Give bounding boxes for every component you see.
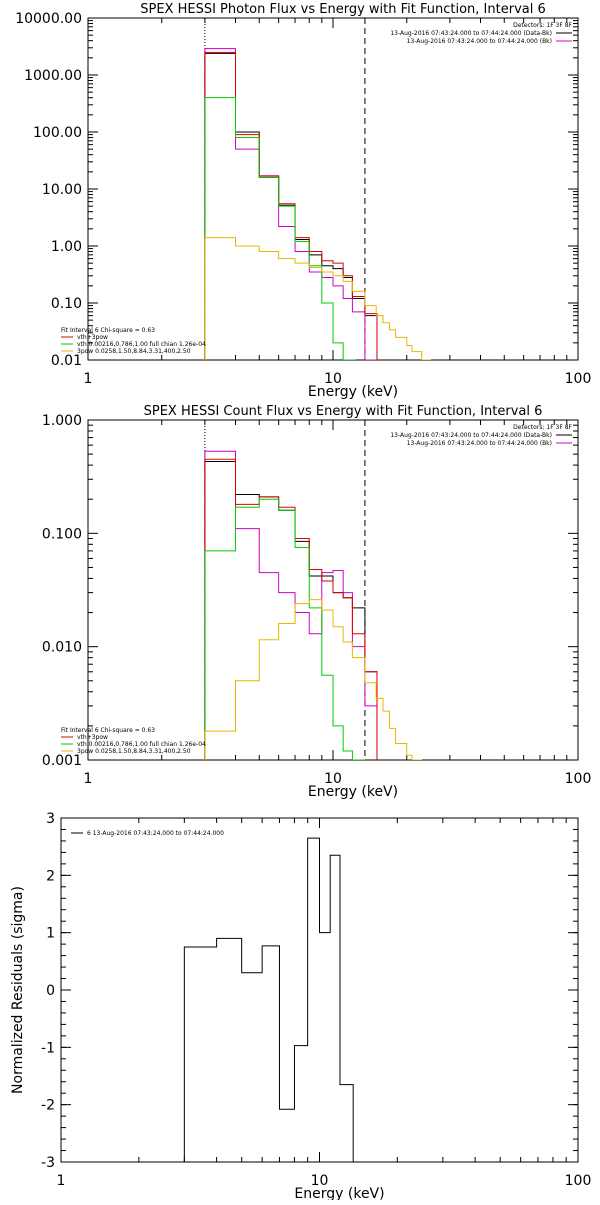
x-tick-label: 10 bbox=[311, 1173, 329, 1189]
x-axis-title: Energy (keV) bbox=[294, 1186, 384, 1200]
legend-entry: 13-Aug-2016 07:43:24.000 to 07:44:24.000… bbox=[407, 440, 552, 447]
y-tick-label: 0.010 bbox=[42, 640, 82, 656]
x-axis-title: Energy (keV) bbox=[308, 384, 398, 400]
series-data-bk bbox=[204, 52, 378, 360]
legend-entry: vth 0.00216,0.786,1.00 full chian 1.26e-… bbox=[77, 341, 206, 348]
x-tick-label: 100 bbox=[565, 771, 592, 787]
y-axis-title: Normalized Residuals (sigma) bbox=[10, 886, 26, 1094]
series-3pow bbox=[204, 237, 431, 360]
panel-residuals: 1 10 100 -3 -2 -1 0 1 2 3 Energy (keV) Normalized R… bbox=[10, 811, 592, 1202]
legend-entry: 6 13-Aug-2016 07:43:24.000 to 07:44:24.0… bbox=[87, 830, 224, 837]
x-tick-label: 10 bbox=[324, 771, 342, 787]
y-tick-label: 100.00 bbox=[33, 125, 82, 141]
y-tick-label: -1 bbox=[41, 1040, 55, 1056]
series-data-bk bbox=[204, 461, 378, 760]
x-tick-label: 100 bbox=[565, 371, 592, 387]
y-tick-label: 0 bbox=[46, 983, 55, 999]
y-tick-label: -3 bbox=[41, 1155, 55, 1171]
y-tick-label: 1.00 bbox=[51, 239, 82, 255]
legend-entry: 13-Aug-2016 07:43:24.000 to 07:44:24.000… bbox=[390, 30, 552, 37]
y-tick-label: 0.001 bbox=[42, 753, 82, 769]
series-bk bbox=[204, 48, 378, 360]
y-tick-label: 1.000 bbox=[42, 413, 82, 429]
y-tick-label: 10000.00 bbox=[15, 11, 82, 27]
y-tick-label: 1 bbox=[46, 926, 55, 942]
y-tick-label: 0.100 bbox=[42, 526, 82, 542]
series-bk bbox=[204, 450, 378, 760]
y-tick-label: 1000.00 bbox=[24, 68, 82, 84]
y-tick-label: 3 bbox=[46, 811, 55, 827]
y-tick-label: 10.00 bbox=[42, 182, 82, 198]
x-tick-label: 1 bbox=[57, 1173, 66, 1189]
series-group bbox=[204, 48, 431, 360]
y-tick-label: 0.10 bbox=[51, 296, 82, 312]
legend-fit-header: Fit Interval 6 Chi-square = 0.63 bbox=[61, 727, 155, 734]
panel-photon: 1 10 100 0.01 0.10 1.00 10.00 100.00 1000.00 1000… bbox=[15, 2, 591, 400]
legend-entry: 13-Aug-2016 07:43:24.000 to 07:44:24.000… bbox=[407, 38, 552, 45]
x-tick-label: 1 bbox=[84, 371, 93, 387]
series-vth bbox=[204, 97, 356, 360]
legend-detectors: Detectors: 1F 3F 8F bbox=[513, 424, 572, 431]
legend-detectors: Detectors: 1F 3F 8F bbox=[513, 22, 572, 29]
legend-entry: 13-Aug-2016 07:43:24.000 to 07:44:24.000… bbox=[390, 432, 552, 439]
legend-entry: vth+3pow bbox=[77, 734, 108, 741]
x-tick-label: 1 bbox=[84, 771, 93, 787]
series-6 bbox=[183, 837, 354, 1162]
series-vth-3pow bbox=[204, 51, 378, 360]
chart-title: SPEX HESSI Count Flux vs Energy with Fit… bbox=[144, 404, 543, 419]
series-group bbox=[204, 450, 423, 760]
x-tick-label: 10 bbox=[324, 371, 342, 387]
series-3pow bbox=[204, 599, 423, 760]
y-tick-label: 0.01 bbox=[51, 353, 82, 369]
y-tick-label: 2 bbox=[46, 868, 55, 884]
legend-entry: vth+3pow bbox=[77, 334, 108, 341]
y-tick-label: -2 bbox=[41, 1098, 55, 1114]
x-tick-label: 100 bbox=[565, 1173, 592, 1189]
legend-entry: vth 0.00216,0.786,1.00 full chian 1.26e-… bbox=[77, 741, 206, 748]
legend-entry: 3pow 0.0258,1.50,8.84,3.31,400,2.50 bbox=[77, 748, 191, 755]
legend-entry: 3pow 0.0258,1.50,8.84,3.31,400,2.50 bbox=[77, 348, 191, 355]
panel-count: 1 10 100 0.001 0.010 0.100 1.000 SPEX HESSI Cou… bbox=[42, 404, 591, 800]
legend-fit-header: Fit Interval 6 Chi-square = 0.63 bbox=[61, 327, 155, 334]
x-axis-title: Energy (keV) bbox=[308, 784, 398, 800]
series-group bbox=[183, 837, 354, 1162]
chart-title: SPEX HESSI Photon Flux vs Energy with Fi… bbox=[140, 2, 546, 17]
series-vth-3pow bbox=[204, 458, 378, 760]
series-vth bbox=[204, 498, 365, 760]
